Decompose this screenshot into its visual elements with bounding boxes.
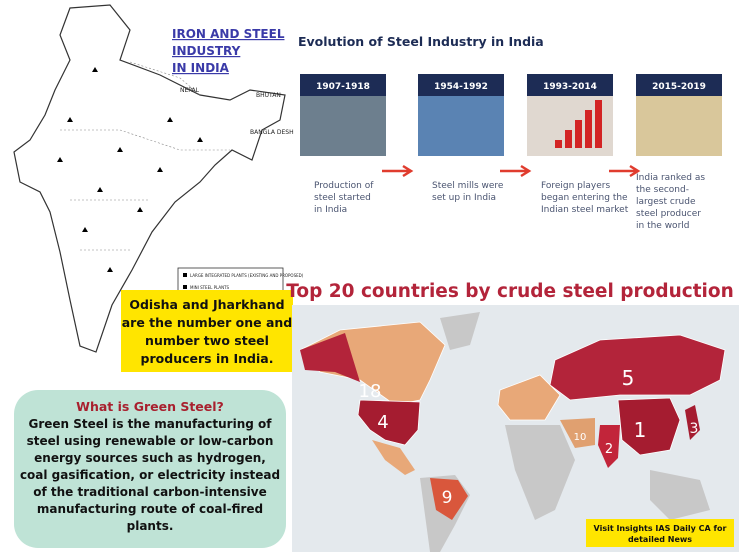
stage-text: steel producer [636,209,701,219]
stage-text: steel started [314,193,371,203]
stage-text: Production of [314,181,374,191]
stage-text: the second- [636,185,689,195]
rank-label: 10 [574,432,587,443]
rank-label: 4 [377,412,388,433]
stage-text: Steel mills were [432,181,504,191]
legend-label: LARGE INTEGRATED PLANTS (EXISTING AND PR… [190,273,304,278]
image-bar [595,100,602,148]
stage-text: in the world [636,221,689,231]
green-steel-text: coal gasification, or electricity instea… [20,468,280,482]
green-steel-text: steel using renewable or low-carbon [27,434,274,448]
stage-period: 1993-2014 [543,82,597,92]
green-steel-title: What is Green Steel? [76,399,224,414]
map-title: INDUSTRY [172,44,241,58]
callout-text: producers in India. [141,351,274,366]
callout-text: are the number one and [122,315,293,330]
map-label: BHUTAN [256,92,281,99]
stage-text: largest crude [636,197,696,207]
stage-text: Foreign players [541,181,610,191]
note-text: Visit Insights IAS Daily CA for [594,524,727,533]
green-steel-text: Green Steel is the manufacturing of [29,417,273,431]
rank-label: 18 [359,381,382,402]
stage-text: India ranked as [636,173,705,183]
legend-marker [183,273,187,277]
legend-marker [183,285,187,289]
rank-label: 9 [442,488,453,508]
stage-period: 2015-2019 [652,82,706,92]
image-bar [555,140,562,148]
timeline-title: Evolution of Steel Industry in India [298,34,544,49]
callout-text: number two steel [145,333,269,348]
stage-text: set up in India [432,193,496,203]
image-bar [565,130,572,148]
world-title: Top 20 countries by crude steel producti… [286,281,734,302]
note-text: detailed News [628,535,692,544]
rank-label: 2 [605,442,613,457]
green-steel-text: plants. [127,519,174,533]
stage-period: 1954-1992 [434,82,488,92]
map-label: BANGLA DESH [250,129,294,136]
green-steel-text: energy sources such as hydrogen, [34,451,266,465]
image-bar [575,120,582,148]
rank-label: 1 [634,418,647,442]
green-steel-text: manufacturing route of coal-fired [37,502,263,516]
rank-label: 3 [690,421,699,437]
green-steel-text: of the traditional carbon-intensive [33,485,267,499]
infographic: IRON AND STEEL INDUSTRY IN INDIA NEPAL BHUTA… [0,0,739,552]
stage-text: Indian steel market [541,205,629,215]
callout-text: Odisha and Jharkhand [129,297,284,312]
map-label: NEPAL [180,87,200,94]
legend-label: MINI STEEL PLANTS [190,285,230,290]
image-bar [585,110,592,148]
map-title: IRON AND STEEL [172,27,285,41]
stage-text: in India [314,205,347,215]
rank-label: 5 [622,366,635,390]
stage-period: 1907-1918 [316,82,370,92]
map-title: IN INDIA [172,61,230,75]
stage-text: began entering the [541,193,628,203]
